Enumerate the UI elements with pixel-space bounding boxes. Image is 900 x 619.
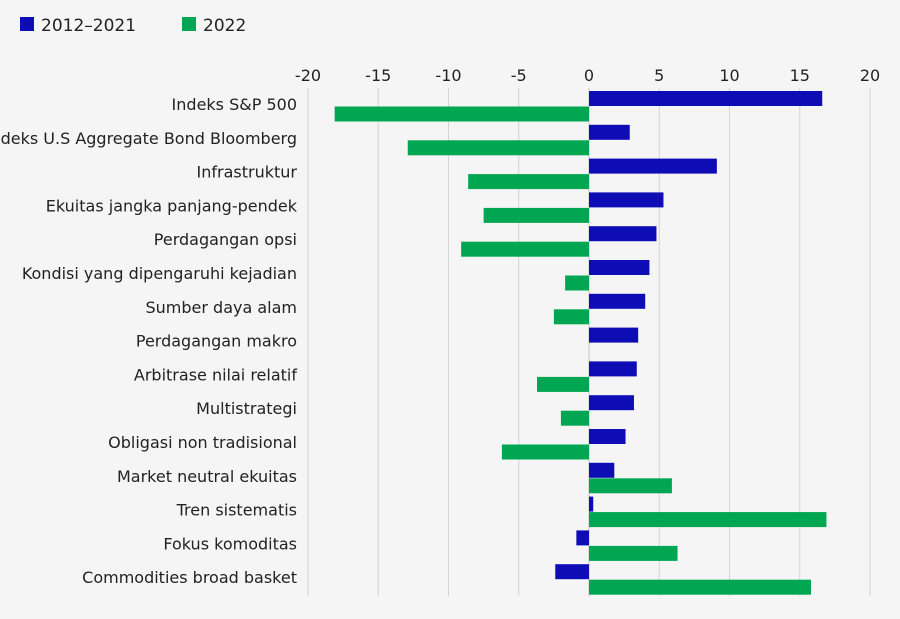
bar-series-1 [589, 429, 626, 444]
category-labels: Indeks S&P 500 Indeks U.S Aggregate Bond … [0, 95, 298, 587]
bar-series-1 [589, 293, 646, 309]
bar-series-2 [589, 545, 678, 561]
bar-series-2 [537, 376, 589, 392]
bar-series-2 [468, 174, 589, 190]
bar-series-2 [501, 444, 589, 460]
bar-series-2 [560, 410, 589, 426]
bar-series-2 [407, 140, 589, 156]
bar-series-1 [589, 226, 657, 242]
bar-series-1 [555, 564, 589, 580]
bar-series-1 [589, 395, 634, 411]
bar-series-1 [589, 260, 650, 275]
x-tick-label: 10 [719, 66, 739, 85]
category-label: Commodities broad basket [82, 568, 297, 587]
bar-series-1 [589, 124, 630, 140]
x-tick-label: -10 [435, 66, 461, 85]
bar-series-1 [589, 327, 639, 343]
legend-label-0: 2012–2021 [41, 16, 136, 36]
bar-series-1 [589, 158, 717, 174]
x-tick-label: 20 [860, 66, 880, 85]
category-label: Market neutral ekuitas [117, 467, 297, 486]
category-label: Arbitrase nilai relatif [134, 365, 297, 384]
category-label: Perdagangan makro [136, 332, 297, 351]
bar-series-1 [576, 530, 589, 546]
bar-series-1 [589, 496, 594, 512]
category-label: Sumber daya alam [145, 298, 297, 317]
x-tick-label: -20 [295, 66, 321, 85]
bar-series-2 [483, 207, 589, 223]
bar-series-2 [461, 241, 589, 257]
bar-series-2 [589, 512, 827, 528]
bar-series-2 [565, 275, 589, 291]
legend-swatch-0 [20, 17, 34, 31]
bar-series-1 [589, 462, 615, 478]
bar-series-2 [553, 309, 589, 325]
bar-series-1 [589, 361, 637, 377]
category-label: Indeks S&P 500 [172, 95, 297, 114]
x-tick-label: -5 [511, 66, 527, 85]
category-label: Fokus komoditas [163, 534, 297, 553]
x-axis-ticks: -20 -15 -10 -5 0 5 10 15 20 [295, 66, 880, 85]
legend: 2012–2021 2022 [20, 16, 246, 36]
legend-swatch-1 [182, 17, 196, 31]
x-tick-label: 0 [584, 66, 594, 85]
category-label: Indeks U.S Aggregate Bond Bloomberg [0, 129, 297, 148]
bar-series-1 [589, 192, 664, 208]
category-label: Kondisi yang dipengaruhi kejadian [22, 264, 297, 283]
bar-series-1 [589, 91, 823, 106]
bar-series-2 [334, 106, 589, 122]
bar-series-2 [589, 478, 672, 494]
category-label: Tren sistematis [176, 501, 297, 520]
x-tick-label: 15 [790, 66, 810, 85]
category-label: Perdagangan opsi [154, 230, 297, 249]
x-tick-label: -15 [365, 66, 391, 85]
bar-series-2 [589, 579, 811, 595]
category-label: Multistrategi [196, 399, 297, 418]
x-tick-label: 5 [654, 66, 664, 85]
category-label: Obligasi non tradisional [108, 433, 297, 452]
category-label: Infrastruktur [197, 163, 298, 182]
category-label: Ekuitas jangka panjang-pendek [46, 196, 298, 215]
bars [334, 91, 827, 595]
legend-label-1: 2022 [203, 16, 246, 36]
